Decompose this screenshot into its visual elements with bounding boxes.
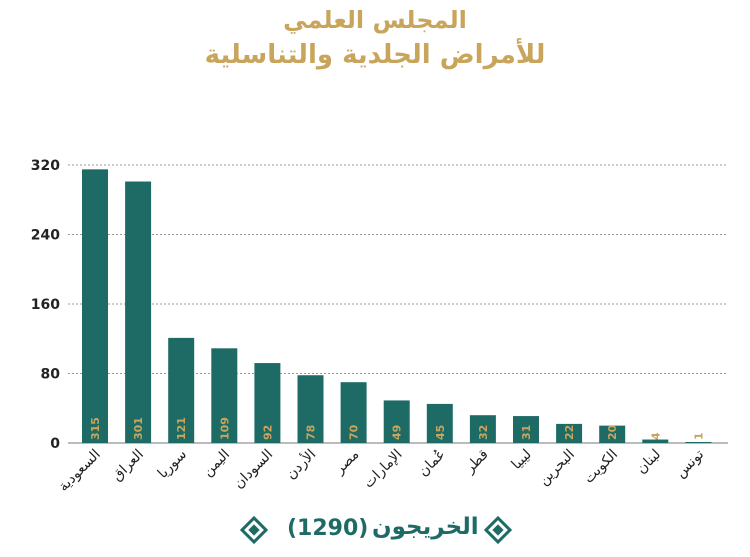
legend: (1290) الخريجون	[0, 512, 750, 548]
x-tick-label: العراق	[109, 447, 147, 485]
bar-value-label: 45	[434, 425, 447, 440]
legend-series-name: الخريجون	[372, 514, 479, 540]
bar	[469, 415, 496, 443]
bar	[556, 423, 583, 443]
bar-value-label: 32	[477, 425, 490, 440]
x-tick-label: اليمن	[200, 447, 233, 480]
bar	[297, 375, 324, 443]
chart-title-line2: للأمراض الجلدية والتناسلية	[204, 40, 546, 70]
bar-value-label: 70	[348, 424, 361, 440]
bar-value-label: 315	[89, 417, 102, 440]
bar-value-label: 1	[692, 432, 705, 440]
legend-total: (1290)	[287, 516, 369, 541]
x-tick-label: قطر	[461, 447, 491, 477]
bar	[340, 382, 367, 443]
x-tick-label: سوريا	[155, 447, 190, 482]
y-tick-label: 80	[41, 367, 61, 383]
y-tick-label: 240	[31, 228, 60, 244]
x-tick-label: السودان	[231, 447, 276, 492]
bar	[426, 403, 453, 443]
bar	[599, 425, 626, 443]
x-tick-label: الأردن	[282, 445, 320, 483]
bar-value-label: 78	[305, 425, 318, 440]
x-tick-label: لبنان	[634, 447, 665, 478]
x-tick-label: ليبيا	[509, 447, 535, 473]
bar-value-label: 4	[649, 432, 662, 440]
x-tick-label: البحرين	[536, 447, 578, 489]
legend-diamond-icon	[239, 515, 269, 545]
bar-value-label: 121	[175, 417, 188, 440]
x-tick-label: مصر	[331, 447, 362, 478]
x-tick-label: السعودية	[56, 447, 104, 495]
bar-value-label: 301	[132, 417, 145, 440]
x-tick-label: عُمان	[415, 447, 448, 480]
bar-value-label: 109	[218, 417, 231, 440]
bar	[168, 337, 195, 443]
bar	[125, 181, 152, 443]
bar-value-label: 31	[520, 425, 533, 440]
bar-value-label: 92	[261, 425, 274, 440]
x-tick-label: تونس	[673, 446, 708, 481]
chart-title-line1: المجلس العلمي	[283, 6, 467, 34]
bar	[211, 348, 238, 443]
bar	[642, 439, 669, 443]
bar-chart: 0 80 160 240 320 315 السعودية 301 العراق 121 سوريا…	[31, 158, 728, 495]
bar	[513, 416, 539, 443]
x-tick-label: الإمارات	[361, 447, 406, 492]
legend-diamond-icon	[483, 515, 513, 545]
bar	[685, 442, 712, 443]
bar-value-label: 22	[563, 425, 576, 440]
x-tick-label: الكويت	[581, 447, 621, 487]
y-tick-label: 320	[31, 158, 60, 174]
y-tick-label: 0	[50, 436, 60, 452]
y-tick-label: 160	[31, 297, 60, 313]
bar	[82, 169, 108, 443]
bar	[383, 400, 410, 443]
bar-value-label: 20	[606, 424, 619, 440]
bar	[254, 363, 281, 443]
bar-value-label: 49	[391, 425, 404, 440]
